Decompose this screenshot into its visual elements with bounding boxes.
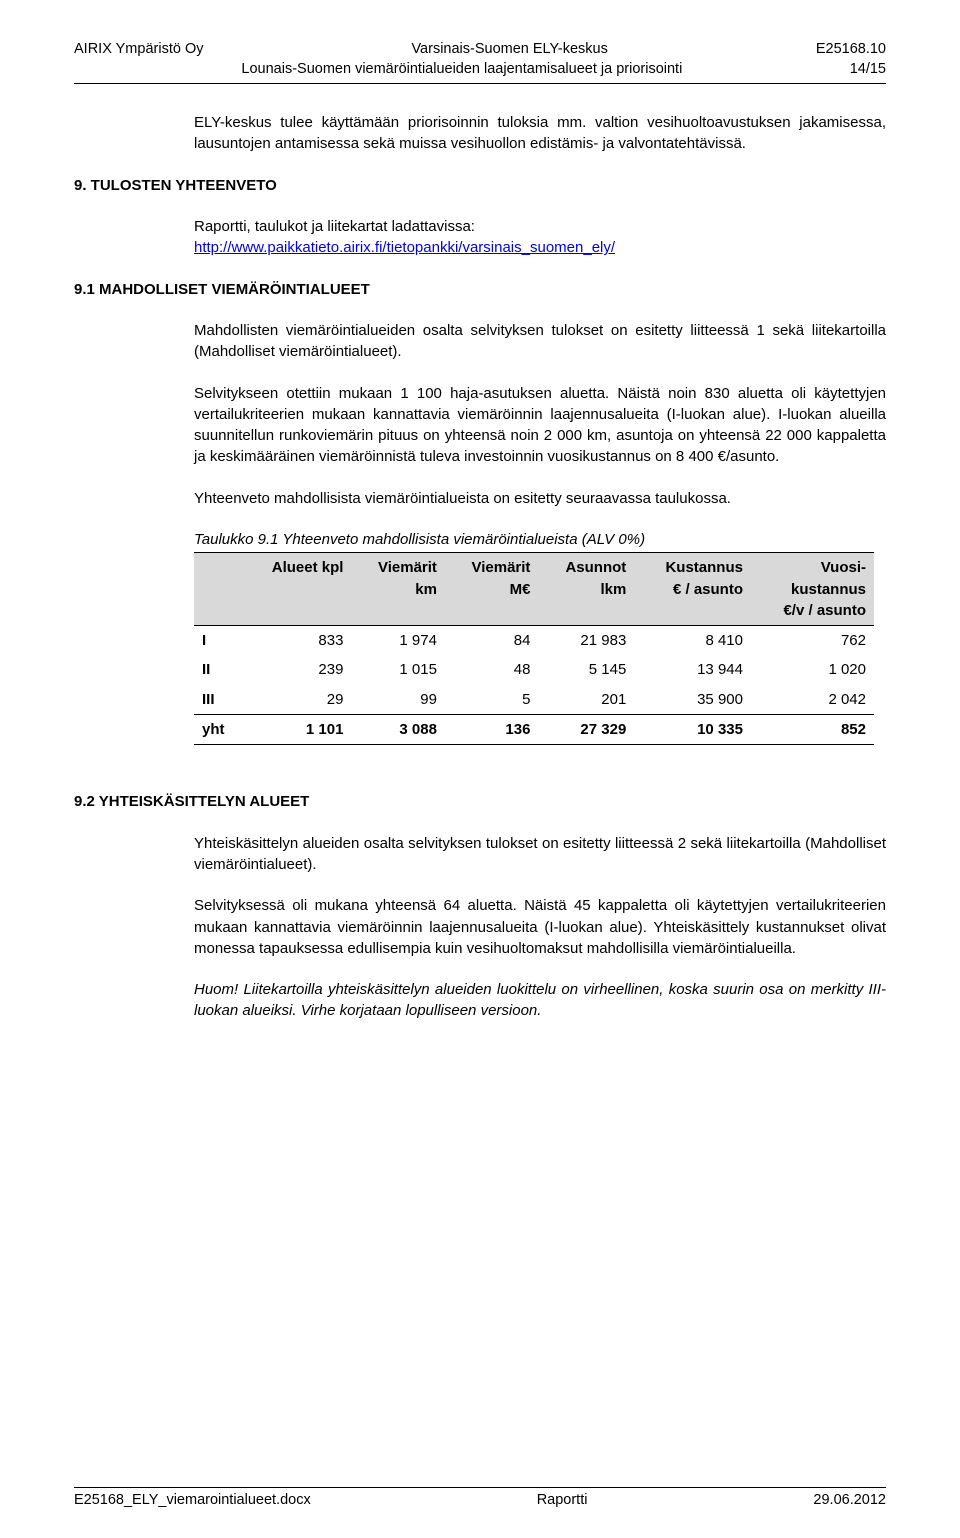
- cell-label: III: [194, 685, 242, 715]
- th-text: Vuosi-: [759, 557, 866, 578]
- th-viemarit-me: Viemärit M€: [445, 553, 539, 626]
- download-note: Raportti, taulukot ja liitekartat ladatt…: [194, 216, 886, 259]
- header-row-1: AIRIX Ympäristö Oy Varsinais-Suomen ELY-…: [74, 40, 886, 60]
- page-footer: E25168_ELY_viemarointialueet.docx Raport…: [74, 1487, 886, 1508]
- table-caption: Taulukko 9.1 Yhteenveto mahdollisista vi…: [194, 529, 886, 550]
- footer-label: Raportti: [537, 1492, 588, 1508]
- download-link[interactable]: http://www.paikkatieto.airix.fi/tietopan…: [194, 239, 615, 256]
- cell: 2 042: [751, 685, 874, 715]
- cell: 5: [445, 685, 539, 715]
- cell-label: II: [194, 655, 242, 684]
- cell-label: yht: [194, 715, 242, 745]
- header-title-2: Lounais-Suomen viemäröintialueiden laaje…: [74, 60, 850, 80]
- th-text: M€: [453, 579, 531, 600]
- s92-p1: Yhteiskäsittelyn alueiden osalta selvity…: [194, 833, 886, 876]
- s91-p2: Selvitykseen otettiin mukaan 1 100 haja-…: [194, 383, 886, 468]
- section-9-2-heading: 9.2 YHTEISKÄSITTELYN ALUEET: [74, 791, 886, 812]
- cell: 48: [445, 655, 539, 684]
- cell: 1 101: [242, 715, 351, 745]
- cell: 833: [242, 626, 351, 656]
- cell: 27 329: [538, 715, 634, 745]
- cell: 852: [751, 715, 874, 745]
- cell: 239: [242, 655, 351, 684]
- summary-table: Alueet kpl Viemärit km Viemärit M€ Asunn…: [194, 552, 874, 745]
- footer-filename: E25168_ELY_viemarointialueet.docx: [74, 1492, 311, 1508]
- header-pagenum: 14/15: [850, 60, 886, 80]
- table-row: II 239 1 015 48 5 145 13 944 1 020: [194, 655, 874, 684]
- s91-p3: Yhteenveto mahdollisista viemäröintialue…: [194, 488, 886, 509]
- th-text: € / asunto: [642, 579, 743, 600]
- download-label: Raportti, taulukot ja liitekartat ladatt…: [194, 218, 475, 235]
- footer-date: 29.06.2012: [813, 1492, 886, 1508]
- cell: 29: [242, 685, 351, 715]
- cell: 35 900: [634, 685, 751, 715]
- th-text: Alueet kpl: [272, 559, 344, 576]
- cell: 84: [445, 626, 539, 656]
- s92-p3-note: Huom! Liitekartoilla yhteiskäsittelyn al…: [194, 979, 886, 1022]
- table-row: I 833 1 974 84 21 983 8 410 762: [194, 626, 874, 656]
- table-row: III 29 99 5 201 35 900 2 042: [194, 685, 874, 715]
- cell: 201: [538, 685, 634, 715]
- section-9-1-heading: 9.1 MAHDOLLISET VIEMÄRÖINTIALUEET: [74, 279, 886, 300]
- th-text: €/v / asunto: [759, 600, 866, 621]
- cell: 1 020: [751, 655, 874, 684]
- table-row-total: yht 1 101 3 088 136 27 329 10 335 852: [194, 715, 874, 745]
- th-text: km: [359, 579, 437, 600]
- cell: 8 410: [634, 626, 751, 656]
- cell: 99: [351, 685, 445, 715]
- th-alueet: Alueet kpl: [242, 553, 351, 626]
- content: ELY-keskus tulee käyttämään priorisoinni…: [74, 112, 886, 1022]
- header-title-1: Varsinais-Suomen ELY-keskus: [203, 40, 815, 60]
- section-9-heading: 9. TULOSTEN YHTEENVETO: [74, 175, 886, 196]
- intro-paragraph: ELY-keskus tulee käyttämään priorisoinni…: [194, 112, 886, 155]
- cell-label: I: [194, 626, 242, 656]
- cell: 13 944: [634, 655, 751, 684]
- footer-row: E25168_ELY_viemarointialueet.docx Raport…: [74, 1492, 886, 1508]
- page: AIRIX Ympäristö Oy Varsinais-Suomen ELY-…: [0, 0, 960, 1538]
- s91-p1: Mahdollisten viemäröintialueiden osalta …: [194, 320, 886, 363]
- th-blank: [194, 553, 242, 626]
- page-header: AIRIX Ympäristö Oy Varsinais-Suomen ELY-…: [74, 40, 886, 84]
- th-kustannus: Kustannus € / asunto: [634, 553, 751, 626]
- table-body: I 833 1 974 84 21 983 8 410 762 II 239 1…: [194, 626, 874, 745]
- th-asunnot: Asunnot lkm: [538, 553, 634, 626]
- th-text: Kustannus: [642, 557, 743, 578]
- cell: 1 015: [351, 655, 445, 684]
- th-text: Asunnot: [546, 557, 626, 578]
- table-header-row: Alueet kpl Viemärit km Viemärit M€ Asunn…: [194, 553, 874, 626]
- th-text: kustannus: [759, 579, 866, 600]
- cell: 136: [445, 715, 539, 745]
- footer-rule: [74, 1487, 886, 1488]
- th-text: Viemärit: [453, 557, 531, 578]
- header-rule: [74, 83, 886, 84]
- cell: 3 088: [351, 715, 445, 745]
- th-vuosikustannus: Vuosi- kustannus €/v / asunto: [751, 553, 874, 626]
- header-docnum: E25168.10: [816, 40, 886, 60]
- cell: 762: [751, 626, 874, 656]
- cell: 1 974: [351, 626, 445, 656]
- header-company: AIRIX Ympäristö Oy: [74, 40, 203, 60]
- th-viemarit-km: Viemärit km: [351, 553, 445, 626]
- cell: 5 145: [538, 655, 634, 684]
- cell: 21 983: [538, 626, 634, 656]
- th-text: lkm: [546, 579, 626, 600]
- header-row-2: Lounais-Suomen viemäröintialueiden laaje…: [74, 60, 886, 80]
- th-text: Viemärit: [359, 557, 437, 578]
- cell: 10 335: [634, 715, 751, 745]
- s92-p2: Selvityksessä oli mukana yhteensä 64 alu…: [194, 895, 886, 959]
